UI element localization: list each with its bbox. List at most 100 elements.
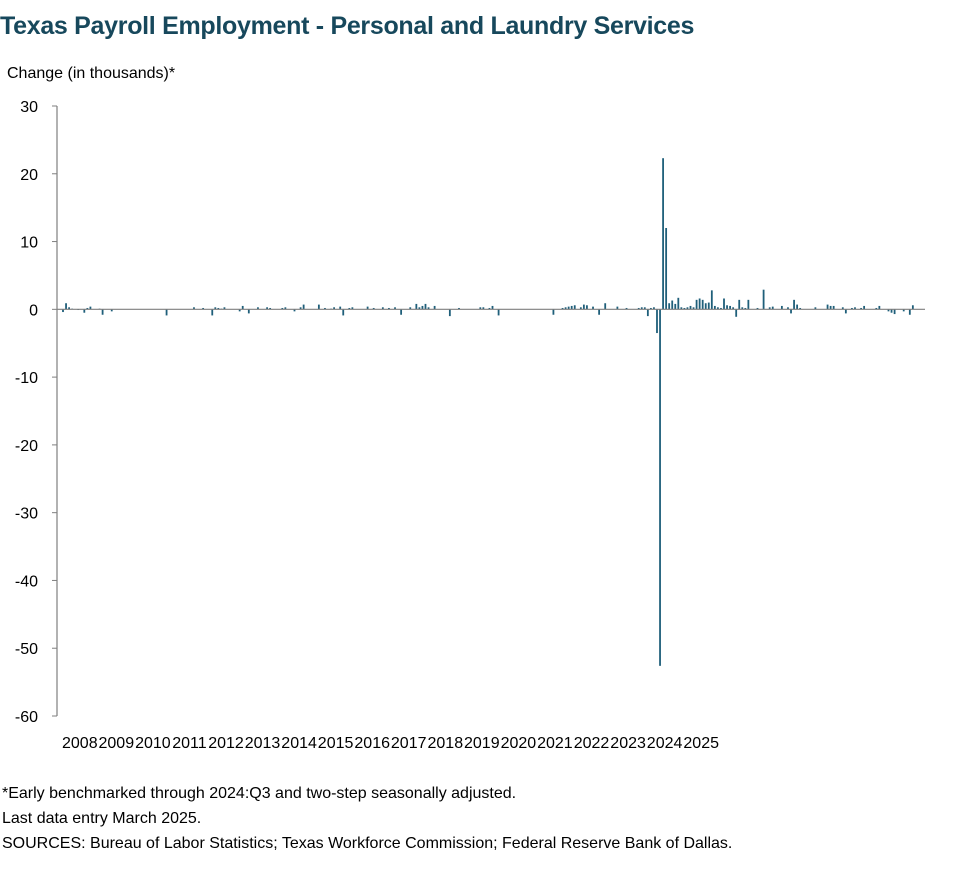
bar	[701, 299, 704, 310]
chart-title: Texas Payroll Employment - Personal and …	[0, 12, 695, 40]
bar	[433, 305, 436, 310]
bar	[878, 305, 881, 310]
x-tick-label: 2025	[683, 735, 719, 752]
bar	[616, 306, 619, 310]
bar	[911, 305, 914, 310]
bar	[854, 307, 856, 310]
bar	[324, 307, 326, 310]
bar	[582, 304, 585, 310]
bar	[732, 307, 735, 310]
bar	[165, 309, 168, 316]
bar	[257, 307, 259, 310]
bar	[689, 305, 692, 310]
bar	[832, 305, 835, 310]
bar	[269, 307, 272, 310]
y-tick-label: 30	[20, 99, 38, 116]
bar	[284, 307, 287, 310]
bar	[677, 297, 680, 310]
bar	[659, 309, 661, 666]
bar	[643, 307, 646, 310]
bar	[704, 303, 707, 310]
bar	[62, 309, 64, 313]
bar	[713, 305, 716, 310]
bar	[65, 303, 67, 310]
bar	[223, 307, 226, 310]
bar	[604, 303, 607, 310]
footnotes: *Early benchmarked through 2024:Q3 and t…	[2, 781, 732, 856]
bar	[723, 298, 725, 310]
y-tick-label: 20	[20, 167, 38, 184]
bar	[293, 309, 296, 312]
x-tick-label: 2011	[172, 735, 207, 752]
bar	[564, 307, 567, 310]
bar	[656, 309, 658, 334]
bar	[202, 307, 205, 310]
bar	[302, 304, 305, 310]
bar	[586, 305, 588, 310]
bar	[780, 305, 783, 310]
bar	[650, 307, 652, 310]
bar	[860, 307, 862, 310]
bar	[479, 307, 482, 310]
bar	[418, 307, 421, 310]
bar	[841, 307, 844, 310]
x-tick-label: 2009	[99, 735, 135, 752]
bar	[741, 307, 744, 310]
bar	[653, 307, 655, 310]
axes-group	[52, 105, 925, 717]
bar	[110, 309, 113, 312]
bar	[238, 309, 241, 312]
y-tick-label: -40	[15, 573, 38, 590]
y-tick-label: -50	[15, 641, 38, 658]
bar	[744, 307, 747, 310]
bar	[893, 309, 896, 315]
y-tick-label: -10	[15, 370, 38, 387]
bar	[720, 307, 722, 310]
bars-group	[62, 158, 914, 666]
y-tick-label: 0	[29, 302, 38, 319]
bar	[707, 302, 710, 310]
x-tick-label: 2015	[318, 735, 354, 752]
bar	[698, 298, 701, 310]
bar	[342, 309, 345, 316]
bar	[421, 305, 424, 310]
bar	[844, 309, 847, 314]
x-tick-label: 2020	[501, 735, 537, 752]
bar	[717, 307, 719, 310]
bar	[266, 307, 268, 310]
x-tick-label: 2016	[354, 735, 390, 752]
bar	[890, 309, 893, 313]
bar	[695, 299, 698, 310]
bar	[665, 228, 668, 310]
bar	[637, 307, 640, 310]
bar	[400, 309, 403, 315]
bar	[217, 307, 220, 310]
bar	[101, 309, 104, 315]
bar	[887, 309, 890, 312]
bar	[415, 303, 418, 310]
bar	[68, 307, 70, 310]
bar	[735, 309, 738, 317]
bar	[692, 307, 695, 310]
bar	[826, 304, 829, 310]
x-tick-label: 2013	[245, 735, 281, 752]
bar	[394, 307, 396, 310]
y-axis-label: Change (in thousands)*	[7, 65, 176, 82]
bar	[211, 309, 214, 316]
bar	[579, 307, 582, 310]
bar	[686, 307, 689, 310]
bar	[333, 307, 335, 310]
bar	[570, 305, 573, 310]
bar	[348, 307, 351, 310]
bar	[640, 307, 643, 310]
footnote-last-entry: Last data entry March 2025.	[2, 810, 202, 827]
bar	[424, 303, 427, 310]
bar	[671, 300, 674, 310]
bar	[339, 306, 342, 310]
y-tick-labels: 30 20 10 0 -10 -20 -30 -40 -50 -60	[15, 99, 38, 726]
bar	[89, 306, 92, 310]
bar	[756, 307, 759, 310]
x-tick-label: 2019	[464, 735, 500, 752]
y-tick-label: -20	[15, 438, 38, 455]
bar	[646, 309, 649, 317]
